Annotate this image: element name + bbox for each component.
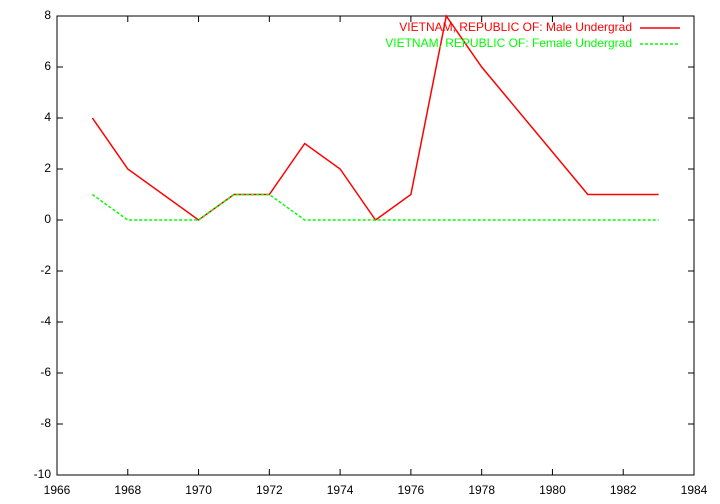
- y-tick-label: -2: [40, 263, 51, 277]
- y-tick-label: -6: [40, 365, 51, 379]
- legend-label: VIETNAM, REPUBLIC OF: Female Undergrad: [385, 36, 632, 50]
- series-line: [91, 193, 659, 221]
- x-tick-label: 1970: [185, 483, 212, 497]
- legend-label: VIETNAM, REPUBLIC OF: Male Undergrad: [399, 20, 632, 34]
- y-tick-label: -4: [40, 314, 51, 328]
- x-tick-label: 1966: [44, 483, 71, 497]
- y-tick-label: 6: [44, 59, 51, 73]
- x-tick-label: 1976: [398, 483, 425, 497]
- x-tick-label: 1974: [327, 483, 354, 497]
- y-tick-label: 2: [44, 161, 51, 175]
- x-tick-label: 1978: [468, 483, 495, 497]
- x-tick-label: 1968: [114, 483, 141, 497]
- x-tick-label: 1982: [610, 483, 637, 497]
- x-tick-label: 1972: [256, 483, 283, 497]
- y-tick-label: -8: [40, 416, 51, 430]
- x-tick-label: 1980: [539, 483, 566, 497]
- y-tick-label: 0: [44, 212, 51, 226]
- y-tick-label: 4: [44, 110, 51, 124]
- y-tick-label: -10: [34, 467, 52, 481]
- plot-border: [56, 15, 695, 476]
- x-tick-label: 1984: [681, 483, 708, 497]
- y-tick-label: 8: [44, 8, 51, 22]
